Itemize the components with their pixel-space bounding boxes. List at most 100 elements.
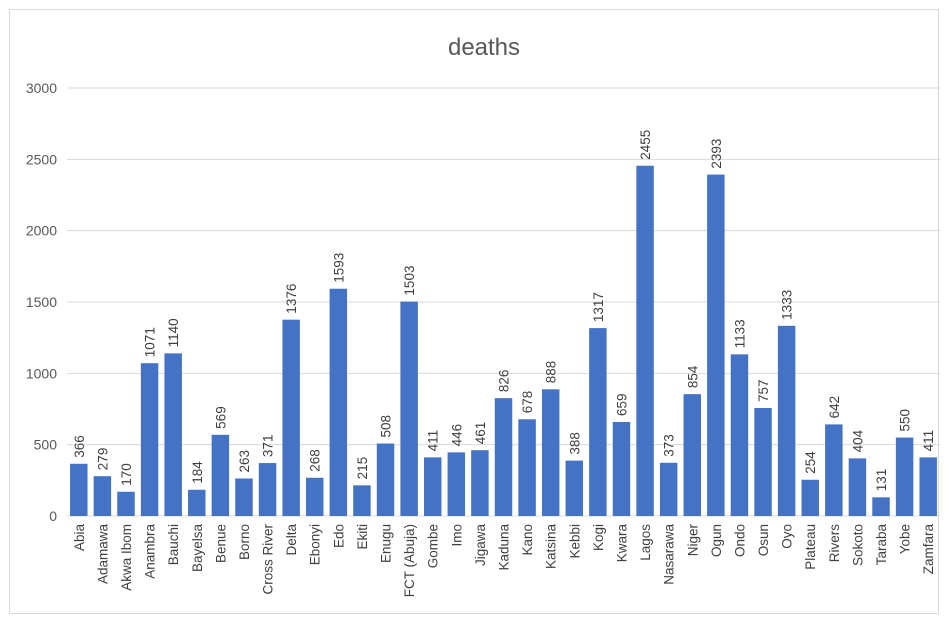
bar-anambra [140, 363, 159, 516]
data-label: 388 [567, 432, 582, 455]
category-label: Osun [756, 524, 771, 556]
bar-abia [70, 463, 88, 516]
data-label: 279 [95, 448, 110, 471]
category-label: Bauchi [166, 524, 181, 565]
data-label: 371 [261, 435, 276, 458]
category-label: Borno [237, 524, 252, 560]
y-tick-label: 3000 [26, 80, 57, 96]
category-label: Ekiti [355, 524, 370, 550]
bar-yobe [895, 437, 914, 516]
category-label: Yobe [898, 524, 913, 554]
data-label: 404 [850, 429, 865, 452]
category-label: Kaduna [497, 524, 512, 571]
bar-rivers [825, 424, 843, 516]
y-tick-label: 1500 [26, 294, 57, 310]
data-labels: 366 279 170 1071 1140 184 569 263 371 1376 268 1593… [72, 130, 936, 492]
data-label: 678 [520, 391, 535, 414]
data-label: 373 [662, 434, 677, 457]
data-label: 215 [355, 457, 370, 480]
bar-bayelsa [188, 489, 206, 516]
category-label: FCT (Abuja) [402, 524, 417, 597]
category-label: Oyo [780, 524, 795, 549]
y-tick-label: 0 [49, 508, 57, 524]
bar-sokoto [848, 458, 867, 516]
category-label: Cross River [261, 524, 276, 595]
y-tick-label: 2500 [26, 151, 57, 167]
bar-gombe [423, 457, 442, 516]
data-label: 757 [756, 379, 771, 402]
data-label: 826 [497, 370, 512, 393]
bar-niger [683, 394, 701, 516]
bar-lagos [636, 165, 654, 516]
bar-benue [211, 434, 230, 516]
bar-ondo [730, 354, 749, 516]
bar-ebonyi [306, 477, 324, 516]
bar-cross-river [258, 463, 277, 516]
category-label: Sokoto [850, 524, 865, 566]
data-label: 854 [685, 365, 700, 388]
bar-zamfara [919, 457, 937, 516]
category-label: Kebbi [567, 524, 582, 559]
category-label: Rivers [827, 524, 842, 563]
data-label: 1317 [591, 292, 606, 322]
category-label: Katsina [544, 524, 559, 570]
category-label: Akwa Ibom [119, 524, 134, 591]
bar-bauchi [164, 353, 182, 516]
category-label: Kogi [591, 524, 606, 551]
data-label: 131 [874, 469, 889, 492]
data-label: 268 [308, 449, 323, 472]
bar-oyo [777, 325, 796, 516]
category-label: Abia [72, 524, 87, 552]
y-tick-label: 1000 [26, 365, 57, 381]
data-label: 2393 [709, 139, 724, 169]
bar-enugu [376, 443, 395, 516]
data-label: 411 [426, 430, 441, 452]
category-label: Taraba [874, 524, 889, 566]
y-tick-label: 500 [34, 437, 58, 453]
bar-ekiti [353, 485, 371, 516]
category-label: Lagos [638, 524, 653, 561]
bar-imo [447, 452, 466, 516]
category-label: Kano [520, 524, 535, 556]
category-label: Niger [685, 524, 700, 557]
bar-taraba [872, 497, 890, 516]
bar-akwa-ibom [117, 491, 135, 516]
category-label: Delta [284, 524, 299, 556]
category-label: Jigawa [473, 524, 488, 567]
category-label: Ogun [709, 524, 724, 557]
data-label: 888 [544, 361, 559, 384]
category-label: Plateau [803, 524, 818, 570]
category-label: Bayelsa [190, 524, 205, 573]
bar-kogi [589, 328, 607, 516]
data-label: 659 [614, 393, 629, 416]
bar-edo [329, 288, 348, 516]
category-label: Kwara [614, 524, 629, 563]
y-tick-label: 2000 [26, 223, 57, 239]
category-label: Zamfara [921, 524, 936, 575]
bar-osun [754, 408, 772, 516]
category-label: Imo [449, 524, 464, 547]
data-label: 263 [237, 450, 252, 473]
data-label: 461 [473, 422, 488, 445]
data-label: 446 [449, 424, 464, 447]
data-label: 184 [190, 461, 205, 484]
data-label: 411 [921, 430, 936, 452]
category-label: Adamawa [95, 524, 110, 585]
category-label: Edo [331, 524, 346, 548]
category-label: Benue [213, 524, 228, 563]
category-label: Ondo [732, 524, 747, 557]
data-label: 1503 [402, 266, 417, 296]
bar-nasarawa [659, 462, 678, 516]
data-label: 550 [898, 409, 913, 432]
bar-kwara [612, 421, 631, 516]
category-label: Nasarawa [662, 524, 677, 585]
x-axis-categories: Abia Adamawa Akwa Ibom Anambra Bauchi Bayelsa… [72, 524, 936, 598]
bar-delta [282, 319, 300, 516]
bar-fct-abuja [400, 301, 418, 516]
category-label: Anambra [143, 524, 158, 579]
data-label: 1133 [732, 319, 747, 348]
data-label: 1376 [284, 284, 299, 314]
bar-ogun [707, 174, 725, 516]
data-label: 1071 [143, 327, 158, 357]
